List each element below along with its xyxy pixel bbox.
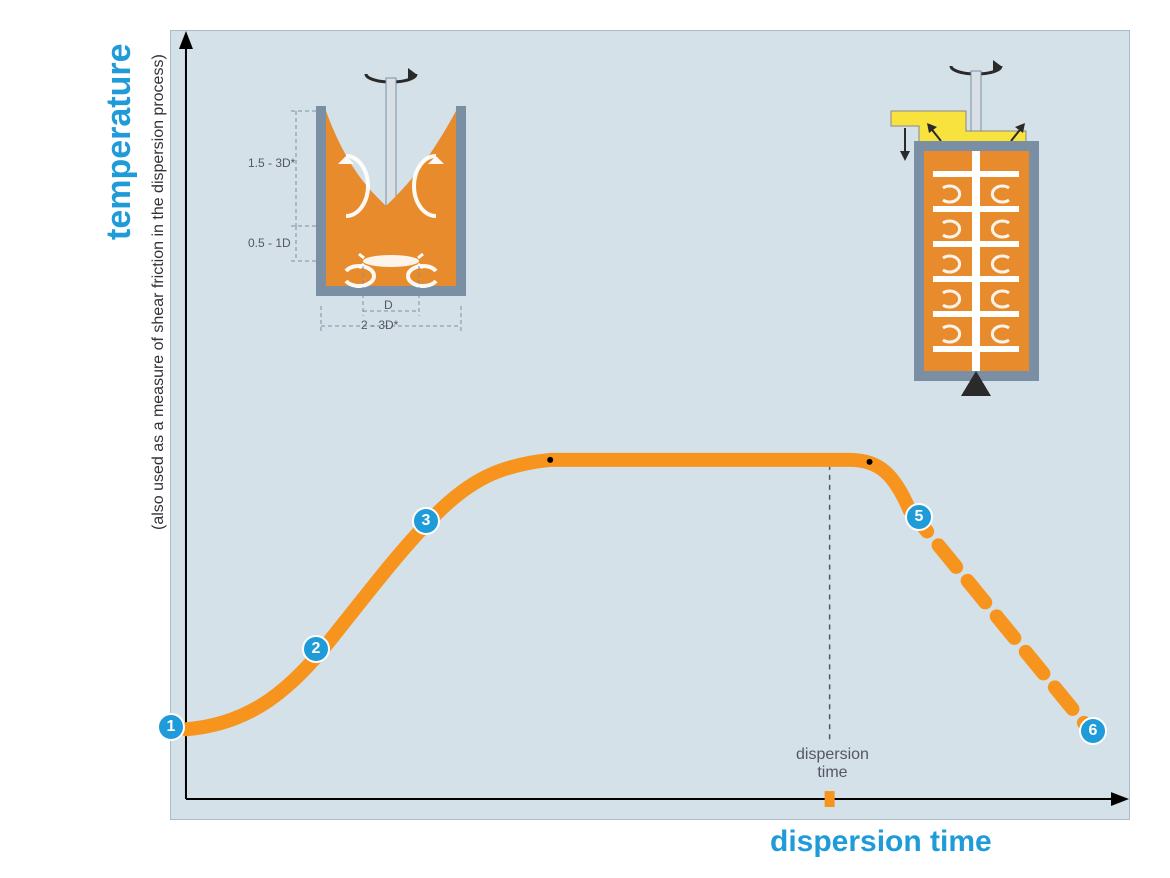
chart-area: dispersion time 1 2 3 5 6	[170, 30, 1130, 820]
temp-curve-solid	[186, 460, 909, 729]
dim-h1: 1.5 - 3D*	[248, 156, 295, 170]
marker-1: 1	[157, 713, 185, 741]
marker-3: 3	[412, 507, 440, 535]
y-axis-label: temperature	[100, 43, 139, 240]
marker-2: 2	[302, 635, 330, 663]
impeller	[363, 255, 419, 267]
agitator-shaft	[972, 151, 980, 371]
hopper	[891, 111, 1026, 146]
dim-d: D	[384, 298, 393, 312]
dim-width: 2 - 3D*	[361, 318, 398, 332]
y-axis-sublabel: (also used as a measure of shear frictio…	[150, 54, 168, 530]
dispersion-time-label: dispersion time	[796, 746, 869, 781]
marker-5: 5	[905, 503, 933, 531]
dispersion-time-tick	[825, 791, 835, 807]
curve-dot	[547, 457, 553, 463]
shaft	[971, 71, 981, 131]
feed-arrowhead	[900, 151, 910, 161]
temp-curve-dashed	[909, 510, 1089, 729]
dim-h2: 0.5 - 1D	[248, 236, 291, 250]
x-axis-label: dispersion time	[770, 825, 992, 859]
x-axis-arrowhead	[1111, 792, 1129, 806]
vessel-dissolver: 1.5 - 3D* 0.5 - 1D D 2 - 3D*	[246, 66, 526, 346]
y-axis-arrowhead	[179, 31, 193, 49]
vessel-beadmill	[871, 56, 1071, 406]
curve-dot	[867, 459, 873, 465]
marker-6: 6	[1079, 717, 1107, 745]
